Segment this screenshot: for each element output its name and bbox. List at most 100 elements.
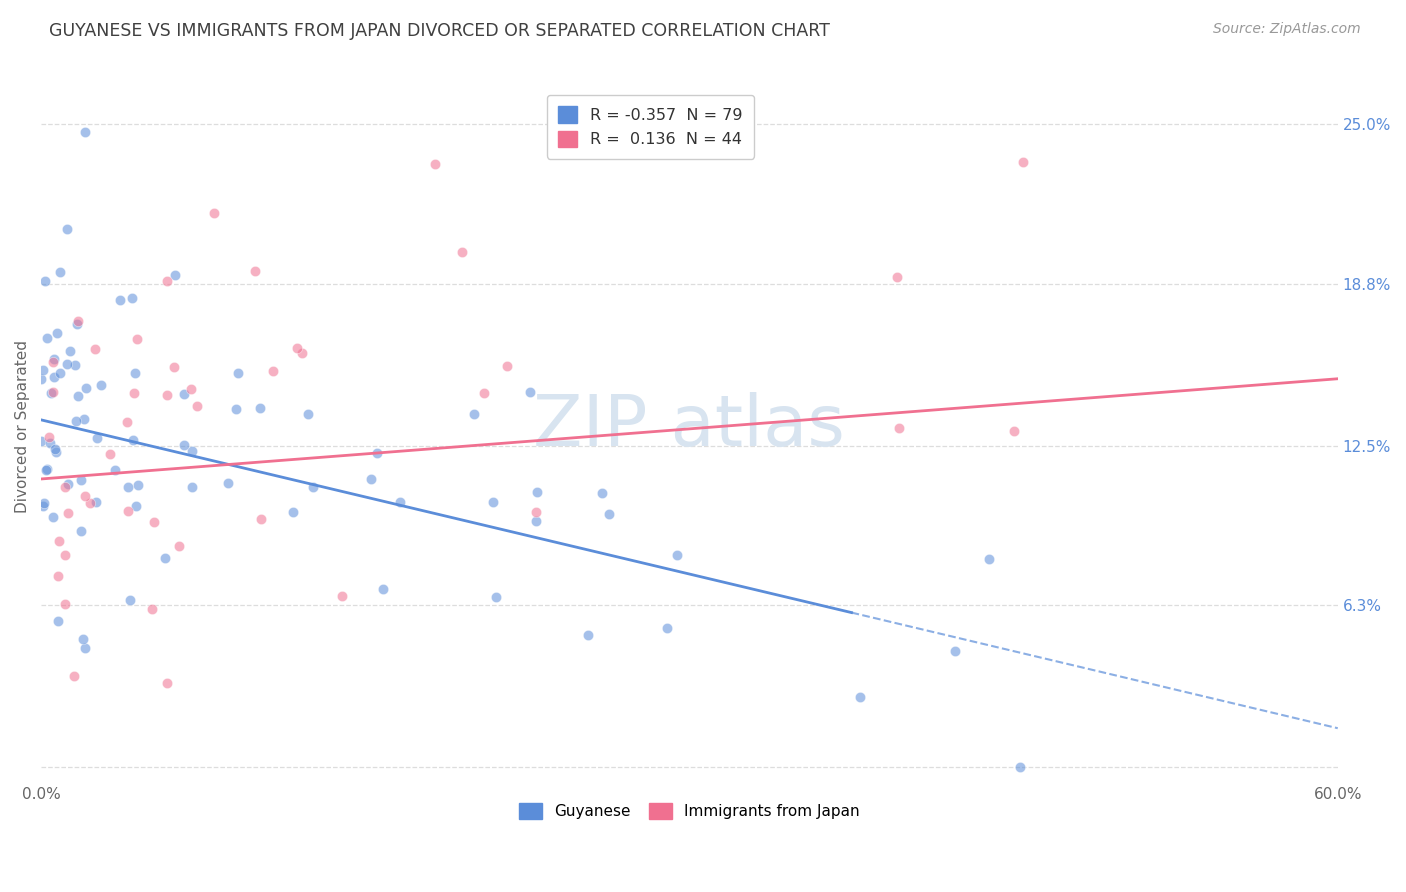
Point: [1011, 155, 1033, 169]
Point: [526, 484, 548, 499]
Point: [42, 351, 65, 366]
Point: [73, 489, 96, 503]
Point: [330, 589, 353, 603]
Point: [156, 274, 179, 288]
Point: [55, 357, 77, 371]
Point: [73, 412, 96, 426]
Point: [63, 669, 86, 683]
Point: [167, 539, 190, 553]
Text: GUYANESE VS IMMIGRANTS FROM JAPAN DIVORCED OR SEPARATED CORRELATION CHART: GUYANESE VS IMMIGRANTS FROM JAPAN DIVORC…: [49, 22, 830, 40]
Point: [217, 475, 239, 490]
Point: [58, 477, 80, 491]
Point: [524, 514, 547, 528]
Point: [70, 524, 93, 538]
Point: [163, 268, 186, 282]
Point: [32, 496, 55, 510]
Point: [204, 206, 226, 220]
Point: [98, 447, 121, 461]
Point: [366, 446, 388, 460]
Point: [887, 421, 910, 435]
Point: [519, 384, 541, 399]
Point: [32, 500, 55, 514]
Point: [472, 386, 495, 401]
Point: [153, 551, 176, 566]
Point: [35, 331, 58, 345]
Point: [121, 434, 143, 448]
Point: [42, 354, 65, 368]
Point: [463, 407, 485, 421]
Point: [591, 486, 613, 500]
Point: [124, 366, 146, 380]
Legend: Guyanese, Immigrants from Japan: Guyanese, Immigrants from Japan: [513, 797, 866, 825]
Point: [53, 597, 76, 611]
Point: [110, 293, 132, 307]
Point: [297, 408, 319, 422]
Point: [117, 480, 139, 494]
Point: [262, 364, 284, 378]
Point: [886, 269, 908, 284]
Point: [120, 593, 142, 607]
Point: [1002, 424, 1025, 438]
Point: [117, 415, 139, 429]
Point: [121, 291, 143, 305]
Point: [31, 434, 53, 448]
Point: [53, 480, 76, 494]
Point: [38, 430, 60, 444]
Point: [482, 495, 505, 509]
Point: [44, 442, 66, 456]
Point: [75, 381, 97, 395]
Point: [125, 499, 148, 513]
Point: [173, 387, 195, 401]
Point: [42, 369, 65, 384]
Point: [450, 244, 472, 259]
Point: [127, 478, 149, 492]
Point: [45, 326, 67, 340]
Point: [186, 400, 208, 414]
Point: [90, 378, 112, 392]
Point: [285, 342, 308, 356]
Y-axis label: Divorced or Separated: Divorced or Separated: [15, 340, 30, 513]
Point: [283, 505, 305, 519]
Point: [291, 345, 314, 359]
Point: [423, 157, 446, 171]
Point: [38, 435, 60, 450]
Point: [42, 510, 65, 524]
Point: [49, 366, 72, 380]
Point: [302, 480, 325, 494]
Point: [655, 622, 678, 636]
Text: Source: ZipAtlas.com: Source: ZipAtlas.com: [1213, 22, 1361, 37]
Point: [67, 314, 90, 328]
Point: [1010, 760, 1032, 774]
Point: [56, 506, 79, 520]
Point: [86, 495, 108, 509]
Point: [524, 505, 547, 519]
Point: [163, 360, 186, 375]
Point: [485, 590, 508, 604]
Point: [73, 641, 96, 656]
Point: [226, 366, 249, 380]
Point: [141, 601, 163, 615]
Point: [225, 401, 247, 416]
Point: [979, 551, 1001, 566]
Point: [35, 463, 58, 477]
Point: [496, 359, 519, 373]
Point: [250, 511, 273, 525]
Point: [243, 264, 266, 278]
Point: [104, 463, 127, 477]
Point: [55, 221, 77, 235]
Point: [665, 548, 688, 562]
Point: [70, 474, 93, 488]
Point: [84, 342, 107, 356]
Point: [65, 414, 87, 428]
Point: [46, 569, 69, 583]
Point: [389, 495, 412, 509]
Point: [49, 265, 72, 279]
Point: [35, 462, 58, 476]
Point: [34, 274, 56, 288]
Point: [122, 385, 145, 400]
Point: [45, 445, 67, 459]
Point: [173, 438, 195, 452]
Point: [117, 504, 139, 518]
Point: [249, 401, 271, 415]
Point: [39, 385, 62, 400]
